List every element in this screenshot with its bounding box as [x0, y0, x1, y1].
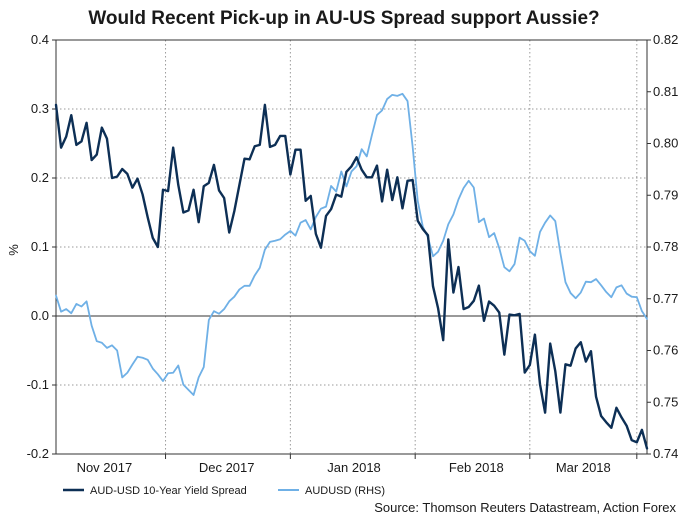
- plot-frame: [55, 39, 648, 455]
- y2-tick-label: 0.78: [653, 239, 678, 254]
- y2-tick-label: 0.80: [653, 136, 678, 151]
- source-note: Source: Thomson Reuters Datastream, Acti…: [374, 500, 676, 515]
- y-tick-label: 0.3: [31, 101, 49, 116]
- series-line-spread: [54, 103, 649, 450]
- x-tick-label: Nov 2017: [77, 460, 133, 475]
- y2-tick-label: 0.82: [653, 32, 678, 47]
- y-tick-label: 0.2: [31, 170, 49, 185]
- chart-title: Would Recent Pick-up in AU-US Spread sup…: [88, 8, 599, 29]
- y2-tick-label: 0.75: [653, 394, 678, 409]
- y-tick-label: 0.4: [31, 32, 49, 47]
- y-axis-label: %: [6, 244, 21, 256]
- y2-tick-label: 0.74: [653, 446, 678, 461]
- y2-tick-label: 0.79: [653, 187, 678, 202]
- axes-layer: 0.4 0.3 0.2 0.1 0.0 -0.1 -0.2 0.82 0.81 0.80 0.79 0…: [27, 32, 679, 475]
- x-tick-label: Mar 2018: [556, 460, 611, 475]
- y2-tick-label: 0.76: [653, 343, 678, 358]
- y-tick-label: 0.0: [31, 308, 49, 323]
- y-tick-label: 0.1: [31, 239, 49, 254]
- x-tick-label: Jan 2018: [327, 460, 381, 475]
- legend-label-spread: AUD-USD 10-Year Yield Spread: [90, 485, 247, 497]
- y2-tick-label: 0.77: [653, 291, 678, 306]
- legend: AUD-USD 10-Year Yield Spread AUDUSD (RHS…: [63, 485, 385, 497]
- x-tick-label: Feb 2018: [449, 460, 504, 475]
- x-tick-label: Dec 2017: [199, 460, 255, 475]
- legend-label-audusd: AUDUSD (RHS): [305, 485, 385, 497]
- series-layer: [54, 92, 649, 450]
- series-line-audusd: [55, 92, 648, 396]
- y2-tick-label: 0.81: [653, 84, 678, 99]
- y-tick-label: -0.2: [27, 446, 49, 461]
- y-tick-label: -0.1: [27, 377, 49, 392]
- grid-layer: [56, 40, 647, 455]
